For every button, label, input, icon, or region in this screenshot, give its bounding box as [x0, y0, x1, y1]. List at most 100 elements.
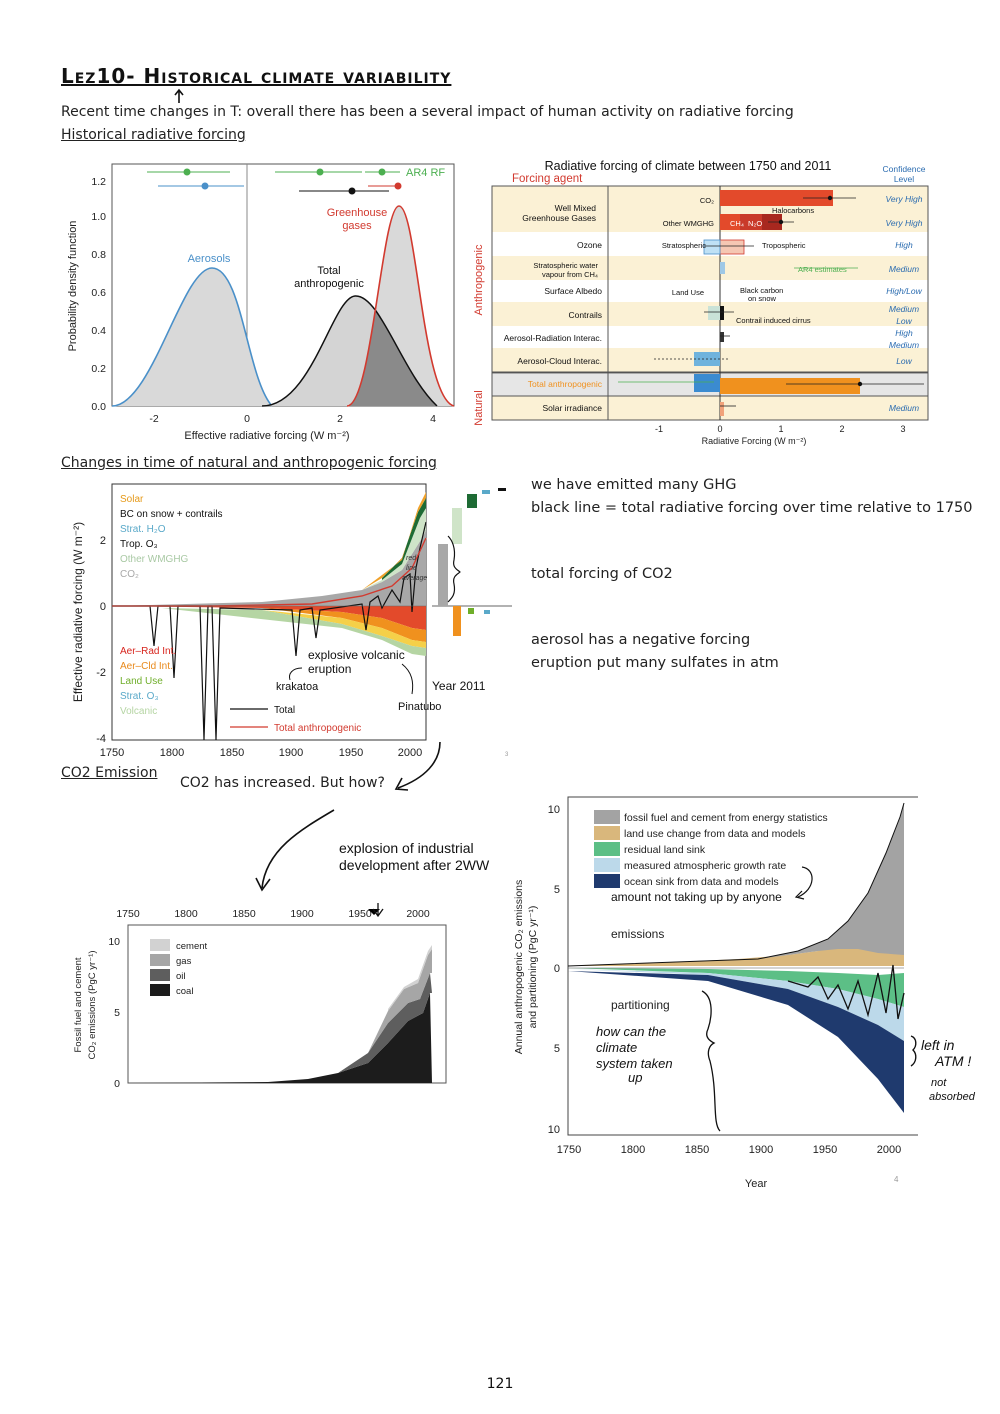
part-ytick: 10 — [548, 1124, 560, 1136]
label-gases: gases — [342, 220, 372, 232]
ff-legend-coal: coal — [176, 986, 193, 997]
rf-xtick: -1 — [655, 424, 663, 434]
part-xtick: 2000 — [877, 1144, 901, 1156]
pdf-xtick: -2 — [149, 413, 158, 425]
rf-row-solar: Solar irradiance — [542, 403, 602, 413]
rf-confidence: Confidence — [882, 164, 925, 174]
legend-total-anthropogenic: Total anthropogenic — [274, 723, 361, 734]
rf-row-landuse: Land Use — [672, 288, 704, 297]
hand-explosion-note: explosion of industrial development afte… — [339, 840, 490, 873]
erf-ytick: 2 — [100, 535, 106, 547]
pdf-ylabel: Probability density function — [67, 221, 79, 352]
rf-level: Level — [894, 174, 914, 184]
ff-legend-gas: gas — [176, 956, 192, 967]
rf-row-albedo: Surface Albedo — [544, 286, 602, 296]
note-aerosol: aerosol has a negative forcing — [531, 632, 751, 648]
legend-total: Total — [274, 705, 295, 716]
pdf-ytick: 0.4 — [91, 325, 106, 337]
ff-xtick: 1800 — [174, 908, 198, 920]
ann-eruption: eruption — [308, 662, 351, 676]
rf-halocarbons: Halocarbons — [772, 206, 814, 215]
hand-how-2: climate — [596, 1040, 637, 1055]
erf-xtick: 1850 — [220, 747, 244, 759]
legend-aer-rad: Aer–Rad Int. — [120, 646, 176, 657]
erf-ytick: 0 — [100, 601, 106, 613]
rf-n2o: N₂O — [748, 219, 762, 228]
pdf-xtick: 4 — [430, 413, 436, 425]
erf-xtick: 1800 — [160, 747, 184, 759]
hand-amount-not-taken: amount not taking up by anyone — [611, 890, 782, 904]
ff-ylabel-2: CO₂ emissions (PgC yr⁻¹) — [87, 951, 98, 1060]
rf-row-other-wmghg: Other WMGHG — [663, 219, 714, 228]
legend-bc: BC on snow + contrails — [120, 509, 223, 520]
label-aerosols: Aerosols — [188, 253, 231, 265]
rf-conf: High — [895, 328, 913, 338]
ff-xtick: 2000 — [406, 908, 430, 920]
hand-how-1: how can the — [596, 1024, 666, 1039]
partitioning-figure: 10 5 0 5 10 1750 1800 1850 1900 1950 200… — [513, 796, 918, 1190]
pdf-xlabel: Effective radiative forcing (W m⁻²) — [184, 430, 349, 442]
part-ytick: 0 — [554, 963, 560, 975]
legend-strat-h2o: Strat. H₂O — [120, 524, 166, 535]
page-title: Lez10- Historical climate variability — [61, 64, 452, 88]
ann-krakatoa: krakatoa — [276, 681, 319, 693]
rf-conf: Very High — [885, 194, 922, 204]
rf-conf: Very High — [885, 218, 922, 228]
part-legend-land-sink: residual land sink — [624, 844, 706, 856]
slide-number-3: 3 — [505, 752, 509, 758]
rf-conf: Medium — [889, 304, 919, 314]
pdf-ytick: 1.0 — [91, 211, 106, 223]
ff-legend-cement: cement — [176, 941, 208, 952]
rf-row-wmghg-2: Greenhouse Gases — [522, 213, 596, 223]
erf-xtick: 1900 — [279, 747, 303, 759]
erf-timeseries-figure: 2 0 -2 -4 1750 1800 1850 1900 1950 2000 … — [71, 483, 512, 759]
section-heading-changes: Changes in time of natural and anthropog… — [61, 455, 437, 471]
rf-conf: Medium — [889, 403, 919, 413]
legend-co2: CO₂ — [120, 569, 139, 580]
rf-natural-label: Natural — [473, 390, 485, 425]
hand-red: red — [406, 555, 417, 562]
slide-number-4: 4 — [894, 1175, 899, 1184]
rf-row-wmghg: Well Mixed — [555, 203, 597, 213]
part-legend-atm: measured atmospheric growth rate — [624, 860, 786, 872]
rf-forcing-agent: Forcing agent — [512, 173, 583, 185]
ff-xtick: 1950 — [348, 908, 372, 920]
ff-xtick: 1750 — [116, 908, 140, 920]
rf-xtick: 3 — [900, 424, 905, 434]
rf-conf: Medium — [889, 264, 919, 274]
part-xtick: 1800 — [621, 1144, 645, 1156]
part-emissions-label: emissions — [611, 927, 664, 941]
ann-year-2011: Year 2011 — [432, 679, 486, 693]
ff-ytick: 0 — [114, 1078, 120, 1090]
rf-conf: Low — [896, 316, 912, 326]
arrow-up-icon — [174, 88, 184, 103]
rf-contrail-cirrus: Contrail induced cirrus — [736, 316, 811, 325]
ann-pinatubo: Pinatubo — [398, 701, 441, 713]
fossil-fuel-figure: 1750 1800 1850 1900 1950 2000 0 5 10 Fos… — [73, 903, 447, 1090]
pdf-xtick: 0 — [244, 413, 250, 425]
hand-how-4: up — [628, 1070, 642, 1085]
hand-atm: ATM ! — [934, 1053, 971, 1069]
ff-legend-oil: oil — [176, 971, 186, 982]
rf-row-aer-rad: Aerosol-Radiation Interac. — [504, 333, 602, 343]
rf-bar-figure: Radiative forcing of climate between 175… — [473, 159, 929, 446]
part-ylabel-1: Annual anthropogenic CO₂ emissions — [513, 880, 525, 1055]
part-legend-fossil: fossil fuel and cement from energy stati… — [624, 812, 828, 824]
ann-volcanic: explosive volcanic — [308, 648, 405, 662]
rf-bar-co2 — [720, 190, 833, 206]
note-eruption: eruption put many sulfates in atm — [531, 655, 779, 671]
rf-conf: High — [895, 240, 913, 250]
legend-trop-o3: Trop. O₃ — [120, 539, 158, 550]
rf-ch4: CH₄ — [730, 219, 744, 228]
part-ytick: 5 — [554, 884, 560, 896]
legend-volcanic: Volcanic — [120, 706, 157, 717]
rf-title: Radiative forcing of climate between 175… — [545, 159, 832, 173]
rf-row-strat: Stratospheric — [662, 241, 706, 250]
rf-ar4-estimates: AR4 estimates — [798, 265, 847, 274]
section-heading-co2: CO2 Emission — [61, 765, 158, 781]
hand-not: not — [931, 1077, 947, 1089]
part-ylabel-2: and partitioning (PgC yr⁻¹) — [527, 906, 539, 1029]
rf-row-aer-cld: Aerosol-Cloud Interac. — [517, 356, 602, 366]
hand-line: line — [406, 565, 417, 572]
rf-row-ozone: Ozone — [577, 240, 602, 250]
